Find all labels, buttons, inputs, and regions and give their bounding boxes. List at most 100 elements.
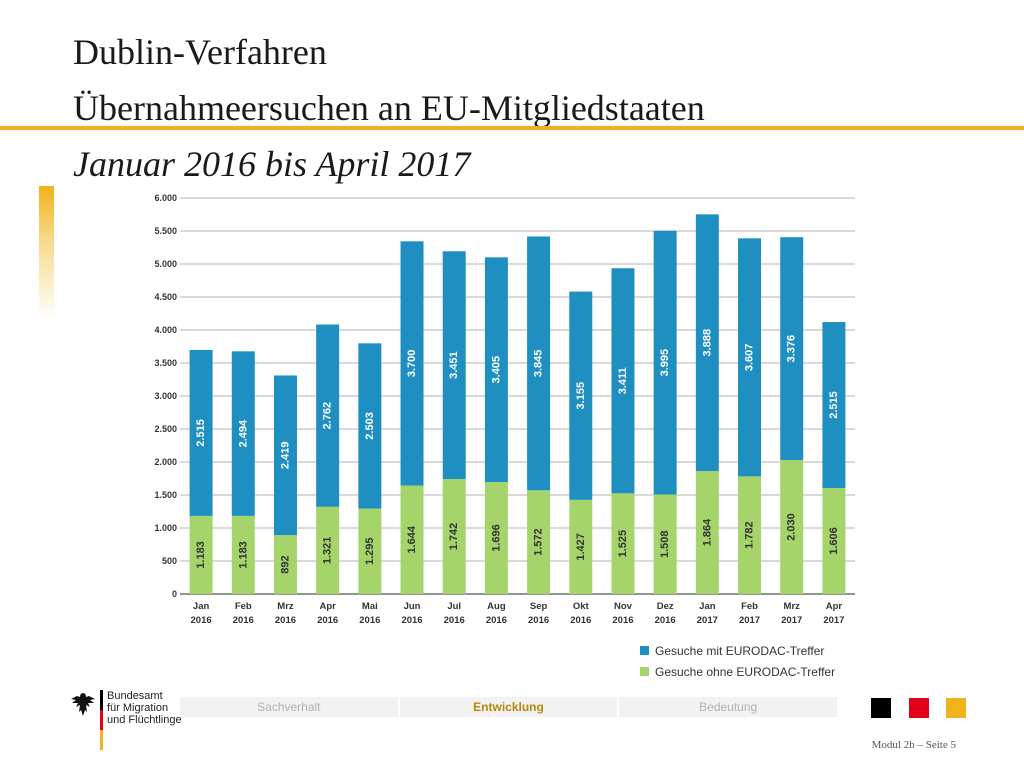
x-tick-label-year: 2017 bbox=[697, 615, 718, 626]
y-tick-label: 0 bbox=[172, 589, 177, 599]
chart-legend: Gesuche mit EURODAC-Treffer Gesuche ohne… bbox=[640, 640, 835, 682]
bar-green bbox=[189, 515, 213, 594]
left-accent-bar bbox=[39, 186, 54, 320]
bar-green bbox=[738, 476, 762, 594]
title-line-3: Januar 2016 bis April 2017 bbox=[73, 144, 471, 184]
x-tick-label-year: 2016 bbox=[528, 615, 549, 626]
data-label-green: 1.864 bbox=[701, 518, 713, 546]
x-tick-label-year: 2016 bbox=[401, 615, 422, 626]
bar-blue bbox=[653, 230, 677, 495]
nav-item-bedeutung[interactable]: Bedeutung bbox=[619, 697, 840, 717]
data-label-green: 1.644 bbox=[406, 525, 418, 553]
bamf-logo: Bundesamt für Migration und Flüchtlinge bbox=[68, 690, 182, 750]
bar-green bbox=[611, 493, 635, 594]
bar-blue bbox=[400, 241, 424, 486]
legend-swatch-blue bbox=[640, 646, 649, 655]
data-label-blue: 2.503 bbox=[364, 412, 376, 440]
bar-blue bbox=[442, 251, 466, 480]
x-tick-label-month: Aug bbox=[487, 601, 506, 612]
bar-green bbox=[484, 482, 508, 594]
x-tick-label-month: Jan bbox=[193, 601, 210, 612]
x-tick-label-month: Sep bbox=[530, 601, 548, 612]
x-tick-label-year: 2017 bbox=[781, 615, 802, 626]
bar-blue bbox=[316, 324, 340, 507]
y-tick-label: 4.000 bbox=[154, 325, 177, 335]
x-tick-label-month: Mai bbox=[362, 601, 378, 612]
y-tick-label: 5.500 bbox=[154, 226, 177, 236]
logo-text: Bundesamt für Migration und Flüchtlinge bbox=[107, 690, 182, 726]
bar-green bbox=[273, 535, 297, 594]
data-label-green: 1.606 bbox=[828, 527, 840, 555]
x-tick-label-year: 2017 bbox=[823, 615, 844, 626]
y-tick-label: 1.500 bbox=[154, 490, 177, 500]
bar-green bbox=[400, 485, 424, 594]
bar-blue bbox=[231, 351, 255, 516]
data-label-green: 1.321 bbox=[322, 537, 334, 565]
data-label-green: 1.508 bbox=[659, 530, 671, 558]
data-label-blue: 2.494 bbox=[237, 419, 249, 447]
data-label-blue: 2.762 bbox=[322, 402, 334, 430]
bar-green bbox=[653, 494, 677, 594]
data-label-green: 1.696 bbox=[490, 524, 502, 552]
data-label-blue: 3.607 bbox=[744, 344, 756, 372]
flag-square-gold bbox=[946, 698, 966, 718]
x-tick-label-month: Mrz bbox=[784, 601, 801, 612]
data-label-green: 1.572 bbox=[533, 528, 545, 556]
x-tick-label-year: 2017 bbox=[739, 615, 760, 626]
nav-item-sachverhalt[interactable]: Sachverhalt bbox=[180, 697, 400, 717]
bar-green bbox=[231, 515, 255, 594]
x-tick-label-year: 2016 bbox=[612, 615, 633, 626]
x-tick-label-month: Apr bbox=[826, 601, 843, 612]
x-tick-label-month: Jun bbox=[404, 601, 421, 612]
data-label-blue: 3.700 bbox=[406, 350, 418, 378]
y-tick-label: 3.500 bbox=[154, 358, 177, 368]
data-label-green: 2.030 bbox=[786, 513, 798, 541]
x-tick-label-year: 2016 bbox=[275, 615, 296, 626]
flag-square-red bbox=[909, 698, 929, 718]
bar-green bbox=[316, 506, 340, 594]
title-line-1: Dublin-Verfahren bbox=[73, 32, 327, 72]
bar-green bbox=[442, 479, 466, 594]
y-tick-label: 2.500 bbox=[154, 424, 177, 434]
y-tick-label: 5.000 bbox=[154, 259, 177, 269]
y-tick-label: 500 bbox=[162, 556, 177, 566]
x-tick-label-month: Nov bbox=[614, 601, 633, 612]
bar-blue bbox=[358, 343, 382, 509]
data-label-blue: 2.419 bbox=[279, 442, 291, 470]
bar-blue bbox=[484, 257, 508, 483]
data-label-green: 892 bbox=[279, 555, 291, 573]
bar-green bbox=[780, 460, 804, 594]
x-tick-label-month: Jul bbox=[447, 601, 461, 612]
x-tick-label-year: 2016 bbox=[359, 615, 380, 626]
x-tick-label-month: Apr bbox=[319, 601, 336, 612]
x-tick-label-month: Okt bbox=[573, 601, 590, 612]
title-block: Dublin-Verfahren Übernahmeersuchen an EU… bbox=[73, 24, 705, 192]
data-label-green: 1.525 bbox=[617, 530, 629, 558]
x-tick-label-year: 2016 bbox=[570, 615, 591, 626]
bar-blue bbox=[273, 375, 297, 536]
nav-item-entwicklung[interactable]: Entwicklung bbox=[400, 697, 620, 717]
logo-line-3: und Flüchtlinge bbox=[107, 714, 182, 726]
legend-label-green: Gesuche ohne EURODAC-Treffer bbox=[655, 664, 836, 679]
data-label-blue: 3.451 bbox=[448, 351, 460, 379]
title-rule bbox=[0, 126, 1024, 130]
x-tick-label-year: 2016 bbox=[191, 615, 212, 626]
y-tick-label: 6.000 bbox=[154, 193, 177, 203]
bar-green bbox=[569, 499, 593, 594]
x-tick-label-year: 2016 bbox=[655, 615, 676, 626]
data-label-blue: 2.515 bbox=[828, 391, 840, 419]
y-tick-label: 4.500 bbox=[154, 292, 177, 302]
flag-strip bbox=[100, 690, 103, 750]
bar-blue bbox=[780, 237, 804, 461]
bar-blue bbox=[738, 238, 762, 477]
logo-line-1: Bundesamt bbox=[107, 690, 163, 702]
logo-line-2: für Migration bbox=[107, 702, 169, 714]
data-label-green: 1.295 bbox=[364, 537, 376, 565]
x-tick-label-month: Feb bbox=[235, 601, 252, 612]
bar-blue bbox=[822, 322, 846, 489]
data-label-green: 1.183 bbox=[237, 541, 249, 569]
stacked-bar-chart: 0 500 1.000 1.500 2.000 2.500 3.000 3.500 4.000 4… bbox=[154, 193, 855, 626]
data-label-green: 1.782 bbox=[744, 521, 756, 549]
page-number: Modul 2b – Seite 5 bbox=[871, 739, 956, 751]
title-line-2: Übernahmeersuchen an EU-Mitgliedstaaten bbox=[73, 88, 705, 128]
